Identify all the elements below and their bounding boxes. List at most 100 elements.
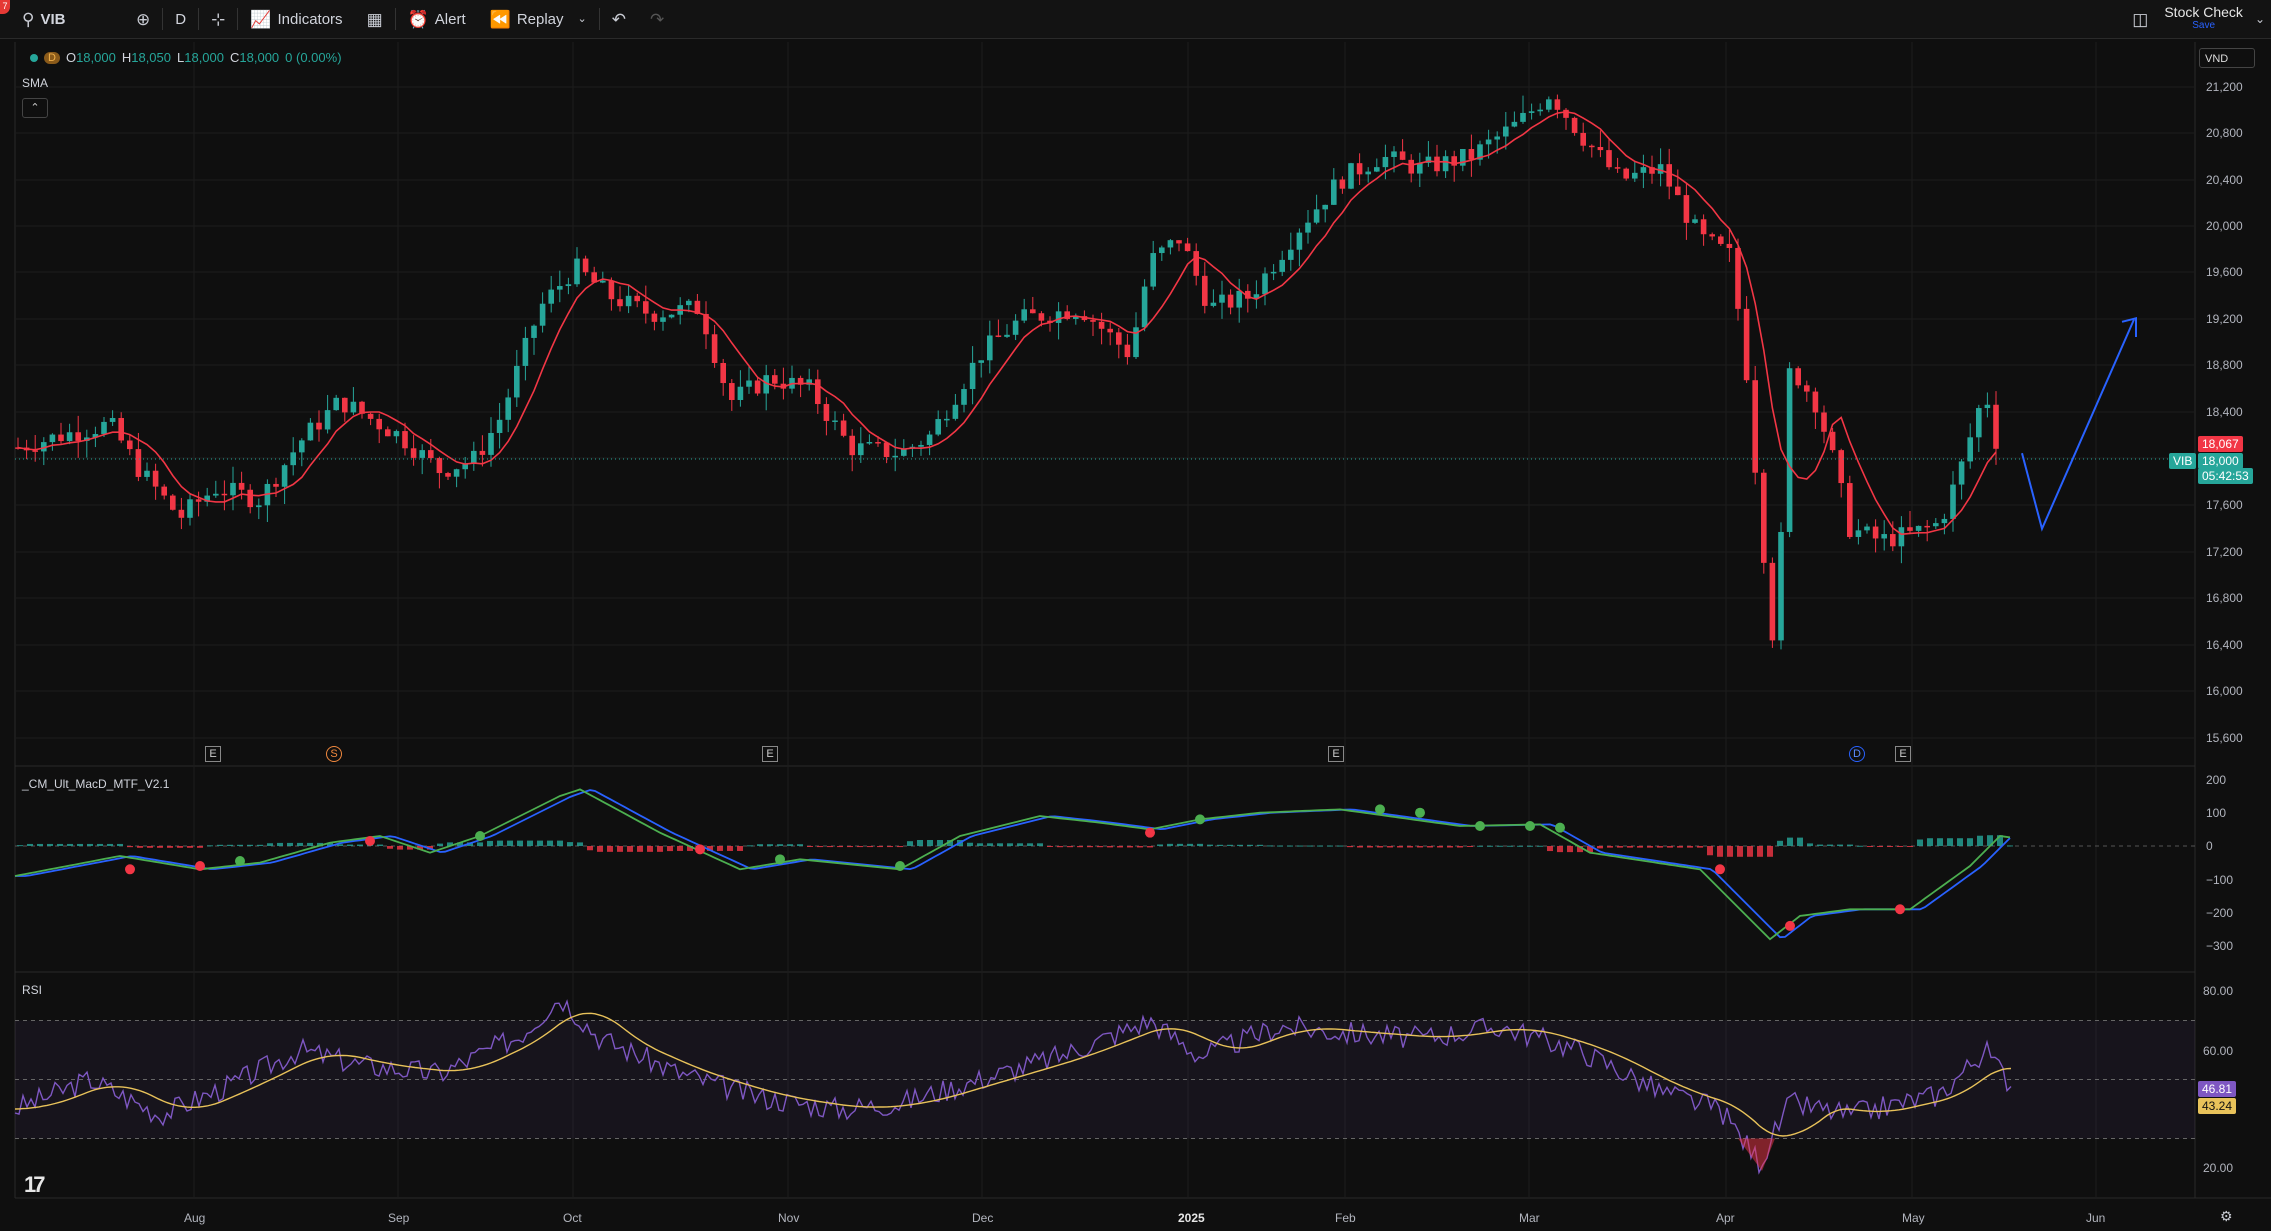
settings-gear-icon[interactable]: ⚙ (2220, 1208, 2233, 1224)
divider (162, 8, 164, 30)
candle-body (1468, 149, 1475, 160)
macd-histogram-bar (637, 846, 643, 852)
sma-indicator-label[interactable]: SMA (22, 76, 49, 90)
candle-body (746, 380, 752, 387)
candle-body (333, 397, 339, 411)
candle-body (1511, 121, 1518, 127)
notification-badge[interactable]: 7 (0, 0, 10, 14)
replay-button[interactable]: ⏪ Replay ⌄ (478, 0, 599, 38)
macd-histogram-bar (1737, 846, 1743, 857)
candle-body (1692, 219, 1698, 223)
divider (598, 8, 600, 30)
candle-body (1597, 147, 1604, 151)
replay-label: Replay (516, 10, 564, 28)
candle-body (92, 434, 99, 438)
rsi-indicator-label[interactable]: RSI (22, 983, 43, 997)
candle-body (307, 422, 314, 441)
open-value: O18,000 (65, 50, 116, 65)
macd-histogram-bar (1787, 837, 1793, 846)
macd-cross-dot (775, 854, 785, 865)
chart-type-button[interactable]: ⊹ (199, 0, 237, 38)
candle-body (926, 434, 933, 445)
symbol-search-button[interactable]: ⚲ VIB (0, 0, 124, 38)
candle-body (694, 300, 701, 314)
chevron-down-icon[interactable]: ⌄ (2254, 12, 2265, 26)
price-axis-label: 18,800 (2206, 358, 2243, 372)
macd-histogram-bar (1767, 846, 1773, 857)
candle-body (402, 431, 408, 449)
macd-histogram-bar (1137, 846, 1143, 848)
candle-body (1150, 253, 1156, 287)
layout-name-button[interactable]: Stock Check Save (2164, 5, 2243, 32)
earnings-marker[interactable]: E (1895, 746, 1911, 762)
chart-canvas[interactable] (0, 39, 2271, 1231)
candle-body (58, 434, 64, 442)
price-axis-label: 20,400 (2206, 173, 2243, 187)
candle-body (866, 442, 873, 444)
macd-cross-dot (1195, 814, 1205, 825)
macd-histogram-bar (1297, 845, 1303, 847)
candle-body (1098, 321, 1105, 329)
candle-body (1993, 404, 1999, 449)
earnings-marker[interactable]: E (762, 746, 778, 762)
candle-body (1288, 249, 1294, 260)
candle-body (1718, 236, 1724, 244)
layout-panels-icon[interactable]: ◫ (2132, 9, 2149, 29)
collapse-indicators-button[interactable]: ⌃ (22, 98, 48, 118)
candle-body (462, 463, 468, 470)
macd-histogram-bar (1207, 844, 1213, 846)
macd-histogram-bar (1537, 845, 1543, 847)
candle-body (1829, 431, 1836, 451)
chevron-down-icon[interactable]: ⌄ (577, 12, 587, 25)
time-axis-label: Oct (563, 1211, 582, 1225)
dividend-marker[interactable]: D (1849, 746, 1865, 762)
indicators-button[interactable]: 📈 Indicators (238, 0, 354, 38)
split-marker[interactable]: S (326, 746, 342, 762)
rsi-ma-line (14, 1012, 2012, 1137)
candle-body (849, 435, 855, 456)
macd-cross-dot (895, 860, 905, 871)
undo-button[interactable]: ↶ (600, 0, 638, 38)
candle-body (1313, 209, 1320, 223)
macd-histogram-bar (317, 842, 323, 846)
candle-body (711, 334, 718, 363)
price-axis-label: 20,000 (2206, 219, 2243, 233)
candle-body (1984, 404, 1991, 409)
candle-body (1133, 327, 1139, 358)
earnings-marker[interactable]: E (1328, 746, 1344, 762)
price-axis-label: 16,800 (2206, 591, 2243, 605)
macd-histogram-bar (1637, 846, 1643, 848)
macd-indicator-label[interactable]: _CM_Ult_MacD_MTF_V2.1 (22, 777, 170, 791)
macd-histogram-bar (327, 842, 333, 846)
compare-add-button[interactable]: ⊕ (124, 0, 162, 38)
candle-body (195, 499, 202, 502)
templates-button[interactable]: ▦ (355, 0, 395, 38)
candle-body (1012, 320, 1019, 335)
currency-selector[interactable]: VND (2199, 48, 2255, 68)
redo-button[interactable]: ↷ (638, 0, 676, 38)
interval-badge: D (44, 51, 60, 64)
candle-body (496, 419, 503, 433)
candle-body (1709, 234, 1715, 237)
earnings-marker[interactable]: E (205, 746, 221, 762)
macd-cross-dot (1145, 827, 1155, 838)
macd-histogram-bar (207, 845, 213, 847)
candle-body (170, 495, 176, 510)
candle-body (591, 272, 597, 283)
interval-button[interactable]: D (163, 0, 198, 38)
rsi-axis-label: 60.00 (2203, 1044, 2234, 1058)
macd-histogram-bar (867, 846, 873, 848)
macd-histogram-bar (1007, 843, 1013, 846)
candle-body (75, 432, 81, 441)
candle-body (1322, 204, 1328, 210)
macd-histogram-bar (1647, 846, 1653, 848)
macd-histogram-bar (67, 843, 73, 846)
tradingview-logo[interactable]: 17 (24, 1172, 46, 1197)
alert-button[interactable]: ⏰ Alert (396, 0, 478, 38)
macd-histogram-bar (1327, 845, 1333, 847)
candle-body (1159, 247, 1165, 254)
macd-histogram-bar (2007, 845, 2013, 847)
candle-body (1305, 222, 1311, 233)
macd-histogram-bar (1127, 846, 1133, 848)
macd-histogram-bar (1757, 846, 1763, 857)
